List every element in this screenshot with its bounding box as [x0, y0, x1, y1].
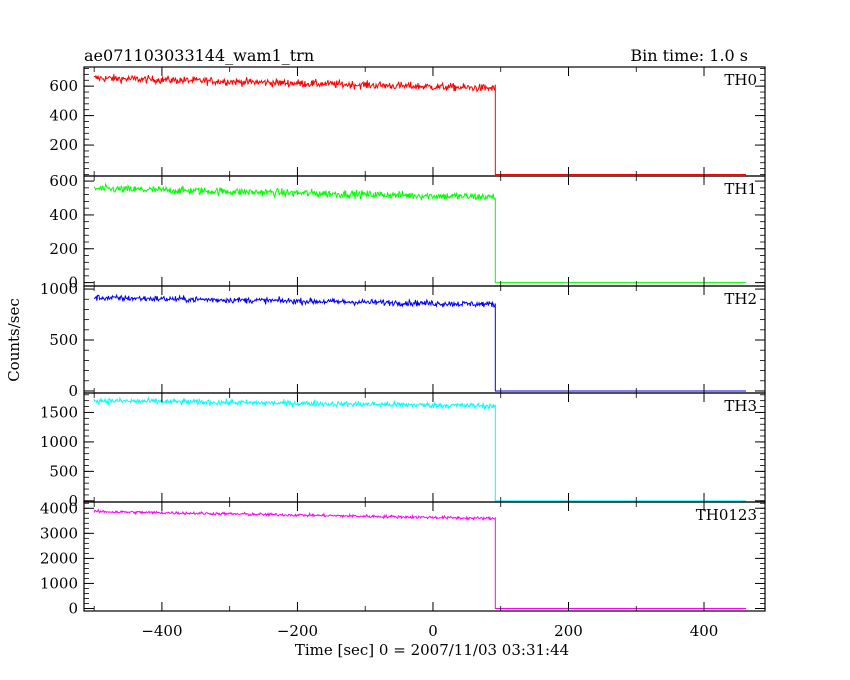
series-line-th0	[93, 74, 747, 176]
series-line-th1	[93, 182, 747, 284]
panel-frame-th3	[83, 392, 766, 503]
y-tick-label: 400	[49, 206, 78, 224]
panel-label-th0: TH0	[724, 71, 757, 89]
y-tick-label: 200	[49, 136, 78, 154]
y-tick-label: 2000	[40, 549, 78, 567]
y-tick-label: 0	[68, 382, 78, 400]
y-tick-label: 0	[68, 274, 78, 292]
panel-label-th0123: TH0123	[696, 506, 757, 524]
series-line-th2	[93, 293, 747, 392]
x-tick-label: −400	[141, 622, 182, 640]
series-line-th3	[93, 396, 747, 502]
panel-label-th2: TH2	[724, 290, 757, 308]
y-tick-label: 1000	[40, 433, 78, 451]
panel-frame-th0123	[83, 501, 766, 612]
y-tick-label: 0	[68, 492, 78, 510]
panel-frame-th0	[83, 66, 766, 177]
x-tick-label: −200	[277, 622, 318, 640]
panel-label-th3: TH3	[724, 397, 757, 415]
y-axis-label: Counts/sec	[5, 298, 23, 382]
x-axis-label: Time [sec] 0 = 2007/11/03 03:31:44	[295, 641, 569, 659]
panel-frame-th1	[83, 175, 766, 287]
series-line-th0123	[93, 508, 747, 609]
panels-group: 200 400 600 TH0 0 200 400 600 TH1 0 500 1000 TH2 0 500…	[40, 66, 766, 640]
y-tick-label: 500	[49, 462, 78, 480]
y-tick-label: 400	[49, 107, 78, 125]
bin-time-label: Bin time: 1.0 s	[630, 46, 748, 65]
panel-label-th1: TH1	[724, 180, 757, 198]
x-tick-label: 400	[690, 622, 719, 640]
y-tick-label: 1000	[40, 574, 78, 592]
y-tick-label: 600	[49, 172, 78, 190]
y-tick-label: 600	[49, 77, 78, 95]
y-tick-label: 1000	[40, 280, 78, 298]
y-tick-label: 500	[49, 331, 78, 349]
chart-title: ae071103033144_wam1_trn	[84, 46, 314, 65]
y-tick-label: 200	[49, 240, 78, 258]
y-tick-label: 4000	[40, 499, 78, 517]
y-tick-label: 1500	[40, 403, 78, 421]
y-tick-label: 0	[68, 599, 78, 617]
y-tick-label: 3000	[40, 524, 78, 542]
x-tick-label: 0	[428, 622, 438, 640]
x-tick-label: 200	[554, 622, 583, 640]
